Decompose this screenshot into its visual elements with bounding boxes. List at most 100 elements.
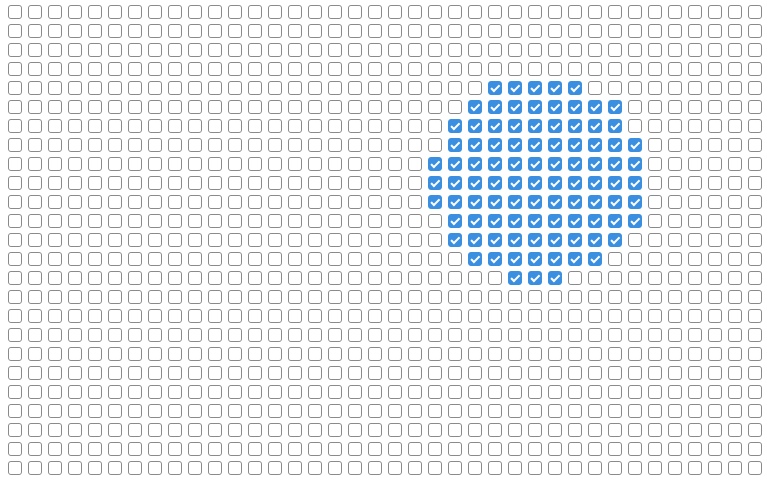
- checkbox-checked[interactable]: [528, 157, 542, 171]
- checkbox[interactable]: [188, 43, 202, 57]
- checkbox[interactable]: [728, 404, 742, 418]
- checkbox[interactable]: [448, 24, 462, 38]
- checkbox[interactable]: [208, 214, 222, 228]
- checkbox[interactable]: [448, 290, 462, 304]
- checkbox[interactable]: [428, 461, 442, 475]
- checkbox-checked[interactable]: [488, 252, 502, 266]
- checkbox[interactable]: [108, 214, 122, 228]
- checkbox-checked[interactable]: [488, 176, 502, 190]
- checkbox[interactable]: [328, 214, 342, 228]
- checkbox[interactable]: [148, 81, 162, 95]
- checkbox[interactable]: [248, 271, 262, 285]
- checkbox-checked[interactable]: [528, 138, 542, 152]
- checkbox[interactable]: [48, 328, 62, 342]
- checkbox[interactable]: [148, 290, 162, 304]
- checkbox[interactable]: [628, 461, 642, 475]
- checkbox[interactable]: [748, 366, 762, 380]
- checkbox[interactable]: [228, 442, 242, 456]
- checkbox[interactable]: [548, 328, 562, 342]
- checkbox[interactable]: [128, 309, 142, 323]
- checkbox[interactable]: [108, 252, 122, 266]
- checkbox[interactable]: [308, 328, 322, 342]
- checkbox[interactable]: [668, 24, 682, 38]
- checkbox[interactable]: [308, 62, 322, 76]
- checkbox[interactable]: [588, 347, 602, 361]
- checkbox[interactable]: [68, 100, 82, 114]
- checkbox[interactable]: [368, 43, 382, 57]
- checkbox-checked[interactable]: [628, 195, 642, 209]
- checkbox[interactable]: [668, 309, 682, 323]
- checkbox[interactable]: [28, 442, 42, 456]
- checkbox[interactable]: [168, 423, 182, 437]
- checkbox[interactable]: [548, 62, 562, 76]
- checkbox[interactable]: [628, 290, 642, 304]
- checkbox[interactable]: [8, 290, 22, 304]
- checkbox[interactable]: [8, 461, 22, 475]
- checkbox[interactable]: [428, 252, 442, 266]
- checkbox[interactable]: [368, 347, 382, 361]
- checkbox[interactable]: [8, 442, 22, 456]
- checkbox[interactable]: [368, 138, 382, 152]
- checkbox-checked[interactable]: [548, 271, 562, 285]
- checkbox[interactable]: [88, 347, 102, 361]
- checkbox[interactable]: [388, 176, 402, 190]
- checkbox[interactable]: [48, 404, 62, 418]
- checkbox[interactable]: [228, 233, 242, 247]
- checkbox[interactable]: [628, 385, 642, 399]
- checkbox[interactable]: [28, 347, 42, 361]
- checkbox[interactable]: [28, 176, 42, 190]
- checkbox[interactable]: [568, 290, 582, 304]
- checkbox[interactable]: [388, 366, 402, 380]
- checkbox[interactable]: [388, 461, 402, 475]
- checkbox[interactable]: [28, 271, 42, 285]
- checkbox[interactable]: [668, 100, 682, 114]
- checkbox-checked[interactable]: [508, 81, 522, 95]
- checkbox[interactable]: [648, 157, 662, 171]
- checkbox[interactable]: [268, 233, 282, 247]
- checkbox[interactable]: [308, 233, 322, 247]
- checkbox[interactable]: [748, 176, 762, 190]
- checkbox[interactable]: [388, 233, 402, 247]
- checkbox[interactable]: [88, 43, 102, 57]
- checkbox[interactable]: [168, 195, 182, 209]
- checkbox[interactable]: [708, 309, 722, 323]
- checkbox[interactable]: [488, 5, 502, 19]
- checkbox[interactable]: [128, 195, 142, 209]
- checkbox[interactable]: [328, 233, 342, 247]
- checkbox[interactable]: [288, 195, 302, 209]
- checkbox[interactable]: [468, 309, 482, 323]
- checkbox[interactable]: [408, 43, 422, 57]
- checkbox[interactable]: [628, 62, 642, 76]
- checkbox[interactable]: [8, 347, 22, 361]
- checkbox[interactable]: [48, 214, 62, 228]
- checkbox[interactable]: [708, 385, 722, 399]
- checkbox[interactable]: [128, 214, 142, 228]
- checkbox[interactable]: [168, 252, 182, 266]
- checkbox[interactable]: [668, 290, 682, 304]
- checkbox[interactable]: [128, 24, 142, 38]
- checkbox[interactable]: [248, 81, 262, 95]
- checkbox[interactable]: [208, 176, 222, 190]
- checkbox[interactable]: [388, 404, 402, 418]
- checkbox[interactable]: [68, 271, 82, 285]
- checkbox[interactable]: [168, 461, 182, 475]
- checkbox[interactable]: [188, 214, 202, 228]
- checkbox[interactable]: [268, 119, 282, 133]
- checkbox[interactable]: [248, 423, 262, 437]
- checkbox[interactable]: [668, 214, 682, 228]
- checkbox[interactable]: [388, 214, 402, 228]
- checkbox[interactable]: [508, 5, 522, 19]
- checkbox[interactable]: [428, 347, 442, 361]
- checkbox[interactable]: [448, 423, 462, 437]
- checkbox-checked[interactable]: [528, 81, 542, 95]
- checkbox[interactable]: [268, 100, 282, 114]
- checkbox[interactable]: [528, 442, 542, 456]
- checkbox[interactable]: [108, 100, 122, 114]
- checkbox[interactable]: [748, 271, 762, 285]
- checkbox[interactable]: [228, 195, 242, 209]
- checkbox[interactable]: [408, 195, 422, 209]
- checkbox[interactable]: [688, 100, 702, 114]
- checkbox[interactable]: [648, 442, 662, 456]
- checkbox[interactable]: [748, 138, 762, 152]
- checkbox[interactable]: [228, 5, 242, 19]
